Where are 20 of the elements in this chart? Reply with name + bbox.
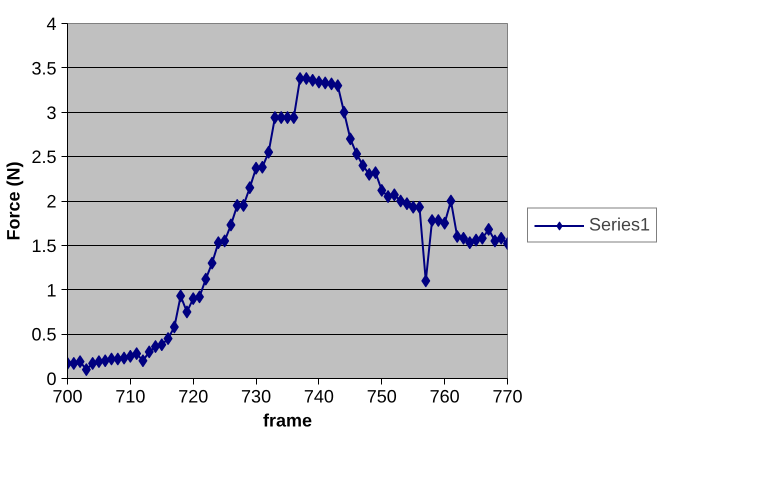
legend-label: Series1 [589,214,650,236]
x-tick-label: 710 [115,386,146,406]
x-tick-label: 770 [492,386,523,406]
x-tick-label: 760 [430,386,460,406]
y-tick-label: 3 [46,102,57,123]
y-tick-label: 0.5 [31,324,57,345]
y-tick-label: 4 [46,14,57,34]
y-tick-label: 1.5 [31,236,57,256]
x-axis-title: frame [262,410,312,430]
y-tick-label: 1 [46,280,57,300]
x-tick-label: 750 [366,386,397,406]
y-tick-label: 0 [46,369,57,389]
x-tick-label: 720 [178,386,208,406]
y-axis-title: Force (N) [3,161,24,240]
y-tick-label: 2 [46,192,57,212]
y-tick-label: 2.5 [31,147,57,168]
y-tick-label: 3.5 [31,58,57,78]
x-tick-label: 730 [241,386,272,406]
x-tick-label: 740 [304,386,334,406]
x-tick-label: 700 [52,386,83,406]
